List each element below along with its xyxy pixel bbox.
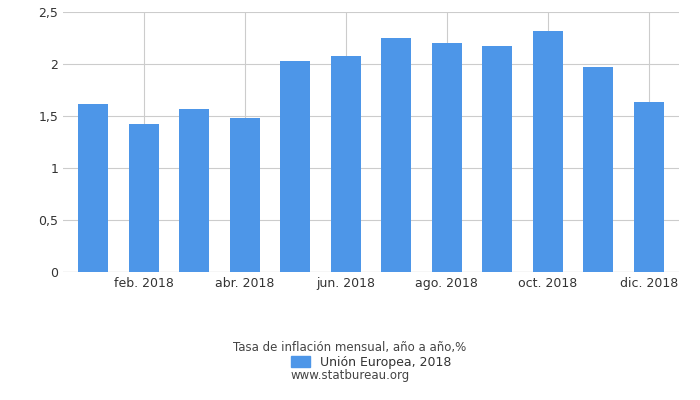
Bar bbox=[129, 124, 159, 272]
Bar bbox=[533, 31, 563, 272]
Legend: Unión Europea, 2018: Unión Europea, 2018 bbox=[286, 351, 456, 374]
Text: www.statbureau.org: www.statbureau.org bbox=[290, 370, 410, 382]
Bar bbox=[280, 61, 310, 272]
Bar bbox=[482, 46, 512, 272]
Bar bbox=[432, 43, 462, 272]
Bar bbox=[634, 102, 664, 272]
Bar bbox=[179, 109, 209, 272]
Bar bbox=[230, 118, 260, 272]
Text: Tasa de inflación mensual, año a año,%: Tasa de inflación mensual, año a año,% bbox=[233, 342, 467, 354]
Bar bbox=[381, 38, 412, 272]
Bar bbox=[330, 56, 361, 272]
Bar bbox=[583, 67, 613, 272]
Bar bbox=[78, 104, 108, 272]
